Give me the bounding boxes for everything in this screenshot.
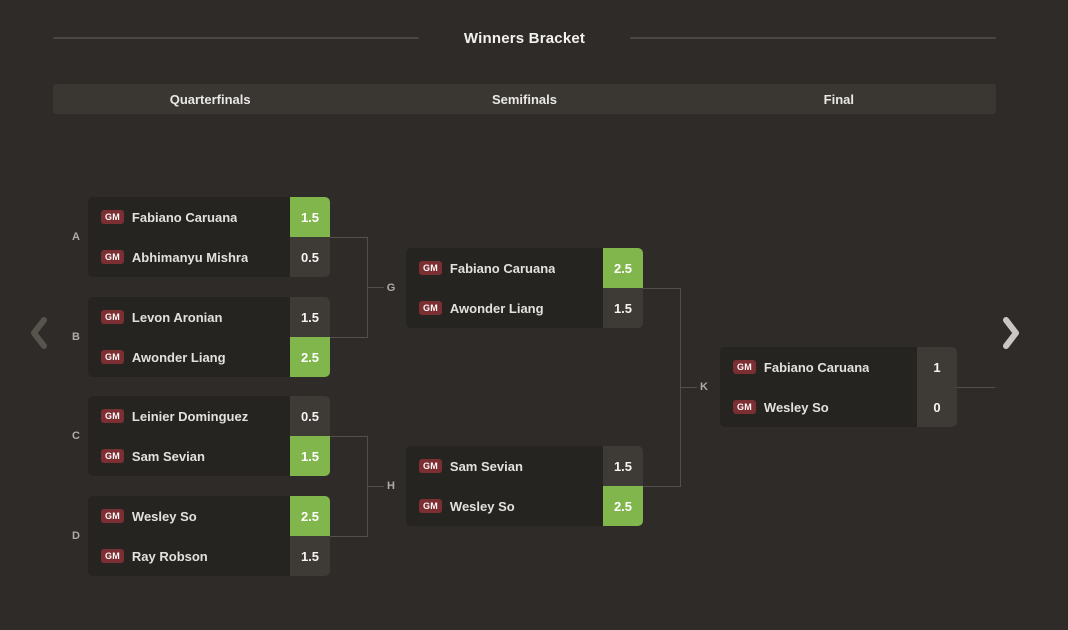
player-row[interactable]: GM Leinier Dominguez 0.5 (88, 396, 330, 436)
player-row[interactable]: GM Fabiano Caruana 1.5 (88, 197, 330, 237)
gm-title-badge: GM (101, 409, 124, 423)
player-score: 2.5 (603, 248, 643, 288)
player-score: 0.5 (290, 396, 330, 436)
match-label-k: K (700, 381, 708, 393)
bracket-connector (330, 337, 367, 338)
gm-title-badge: GM (101, 210, 124, 224)
title-divider-right (630, 37, 996, 39)
player-name: Awonder Liang (449, 300, 544, 316)
player-row[interactable]: GM Levon Aronian 1.5 (88, 297, 330, 337)
prev-bracket-button[interactable] (26, 313, 52, 353)
player-name: Wesley So (763, 399, 829, 415)
gm-title-badge: GM (101, 350, 124, 364)
round-header-semifinals: Semifinals (491, 91, 557, 107)
next-bracket-button[interactable] (998, 313, 1024, 353)
player-score: 0 (917, 387, 957, 427)
match-card-a: GM Fabiano Caruana 1.5 GM Abhimanyu Mishra 0.… (88, 197, 330, 277)
bracket-connector (367, 287, 384, 288)
player-score: 2.5 (290, 496, 330, 536)
player-score: 1.5 (603, 288, 643, 328)
bracket-title: Winners Bracket (463, 29, 586, 47)
player-score: 1.5 (290, 436, 330, 476)
gm-title-badge: GM (101, 310, 124, 324)
match-card-g: GM Fabiano Caruana 2.5 GM Awonder Liang 1.5 (406, 248, 643, 328)
player-row[interactable]: GM Ray Robson 1.5 (88, 536, 330, 576)
player-score: 1.5 (290, 197, 330, 237)
player-row[interactable]: GM Wesley So 0 (720, 387, 957, 427)
gm-title-badge: GM (733, 360, 756, 374)
player-score: 0.5 (290, 237, 330, 277)
player-row[interactable]: GM Awonder Liang 1.5 (406, 288, 643, 328)
gm-title-badge: GM (419, 459, 442, 473)
match-card-k: GM Fabiano Caruana 1 GM Wesley So 0 (720, 347, 957, 427)
player-row[interactable]: GM Fabiano Caruana 2.5 (406, 248, 643, 288)
bracket-connector (330, 436, 367, 437)
match-card-c: GM Leinier Dominguez 0.5 GM Sam Sevian 1.5 (88, 396, 330, 476)
match-card-d: GM Wesley So 2.5 GM Ray Robson 1.5 (88, 496, 330, 576)
match-card-h: GM Sam Sevian 1.5 GM Wesley So 2.5 (406, 446, 643, 526)
match-label-a: A (72, 231, 80, 243)
match-label-c: C (72, 430, 80, 442)
player-row[interactable]: GM Fabiano Caruana 1 (720, 347, 957, 387)
player-name: Wesley So (449, 498, 515, 514)
player-name: Sam Sevian (449, 458, 523, 474)
player-name: Wesley So (131, 508, 197, 524)
player-score: 2.5 (290, 337, 330, 377)
gm-title-badge: GM (419, 499, 442, 513)
gm-title-badge: GM (733, 400, 756, 414)
bracket-connector (643, 486, 680, 487)
match-card-b: GM Levon Aronian 1.5 GM Awonder Liang 2.5 (88, 297, 330, 377)
title-divider-left (53, 37, 419, 39)
player-name: Fabiano Caruana (763, 359, 870, 375)
gm-title-badge: GM (101, 250, 124, 264)
player-name: Levon Aronian (131, 309, 223, 325)
player-name: Sam Sevian (131, 448, 205, 464)
match-label-h: H (387, 480, 395, 492)
bracket-connector (957, 387, 995, 388)
chevron-left-icon (31, 317, 47, 349)
player-row[interactable]: GM Abhimanyu Mishra 0.5 (88, 237, 330, 277)
bracket-title-row: Winners Bracket (53, 27, 996, 49)
player-name: Leinier Dominguez (131, 408, 249, 424)
player-score: 2.5 (603, 486, 643, 526)
match-label-d: D (72, 530, 80, 542)
player-row[interactable]: GM Sam Sevian 1.5 (88, 436, 330, 476)
player-score: 1.5 (290, 297, 330, 337)
player-name: Fabiano Caruana (449, 260, 556, 276)
player-row[interactable]: GM Wesley So 2.5 (406, 486, 643, 526)
player-row[interactable]: GM Wesley So 2.5 (88, 496, 330, 536)
gm-title-badge: GM (419, 301, 442, 315)
player-row[interactable]: GM Awonder Liang 2.5 (88, 337, 330, 377)
bracket-connector (330, 536, 367, 537)
player-row[interactable]: GM Sam Sevian 1.5 (406, 446, 643, 486)
player-score: 1.5 (603, 446, 643, 486)
gm-title-badge: GM (419, 261, 442, 275)
round-header-quarterfinals: Quarterfinals (169, 91, 251, 107)
bracket-connector (643, 288, 680, 289)
match-label-g: G (386, 282, 396, 294)
player-score: 1.5 (290, 536, 330, 576)
bracket-connector (680, 387, 697, 388)
round-headers-bar: Quarterfinals Semifinals Final (53, 84, 996, 114)
player-name: Fabiano Caruana (131, 209, 238, 225)
gm-title-badge: GM (101, 509, 124, 523)
match-label-b: B (72, 331, 80, 343)
chevron-right-icon (1003, 317, 1019, 349)
player-name: Awonder Liang (131, 349, 226, 365)
player-name: Ray Robson (131, 548, 208, 564)
bracket-connector (367, 486, 384, 487)
player-score: 1 (917, 347, 957, 387)
gm-title-badge: GM (101, 449, 124, 463)
player-name: Abhimanyu Mishra (131, 249, 249, 265)
gm-title-badge: GM (101, 549, 124, 563)
round-header-final: Final (823, 91, 854, 107)
bracket-connector (330, 237, 367, 238)
